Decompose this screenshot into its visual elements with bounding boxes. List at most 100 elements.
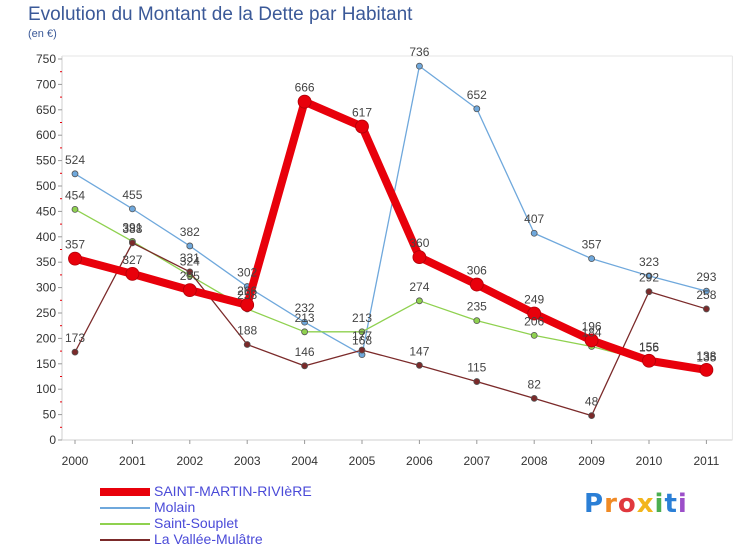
data-label: 146 bbox=[295, 345, 315, 359]
y-tick-label: 350 bbox=[36, 255, 56, 269]
data-point bbox=[642, 353, 656, 368]
data-point bbox=[415, 297, 423, 305]
y-tick-label: 650 bbox=[36, 103, 56, 117]
data-point bbox=[469, 277, 484, 292]
data-label: 48 bbox=[585, 395, 599, 409]
chart-subtitle: (en €) bbox=[28, 28, 57, 40]
x-tick-label: 2010 bbox=[636, 454, 663, 468]
data-point bbox=[301, 328, 309, 336]
data-label: 382 bbox=[180, 225, 200, 239]
data-label: 652 bbox=[467, 88, 487, 102]
data-label: 173 bbox=[65, 331, 85, 345]
data-point bbox=[645, 288, 653, 296]
data-point bbox=[68, 251, 82, 266]
data-label: 454 bbox=[65, 188, 85, 202]
y-tick-label: 200 bbox=[36, 331, 56, 345]
data-label: 292 bbox=[639, 271, 659, 285]
series-line bbox=[74, 208, 708, 373]
y-tick-label: 550 bbox=[36, 154, 56, 168]
data-label: 213 bbox=[352, 311, 372, 325]
data-point bbox=[530, 394, 538, 402]
series-line bbox=[71, 97, 711, 374]
data-label: 524 bbox=[65, 153, 85, 167]
data-label: 155 bbox=[639, 340, 659, 354]
logo-letter: o bbox=[617, 489, 637, 519]
data-label: 407 bbox=[524, 212, 544, 226]
data-point bbox=[527, 306, 542, 321]
chart-title: Evolution du Montant de la Dette par Hab… bbox=[28, 4, 413, 25]
x-tick-label: 2009 bbox=[578, 454, 605, 468]
data-label: 302 bbox=[237, 266, 257, 280]
data-point bbox=[703, 287, 710, 295]
x-tick-label: 2004 bbox=[291, 454, 318, 468]
data-label: 235 bbox=[467, 300, 487, 314]
data-label: 295 bbox=[180, 269, 200, 283]
data-point bbox=[358, 346, 366, 354]
data-point bbox=[415, 62, 423, 70]
data-label: 184 bbox=[582, 326, 602, 340]
data-point bbox=[182, 283, 197, 298]
data-label: 323 bbox=[639, 255, 659, 269]
legend-swatch bbox=[100, 539, 150, 541]
x-tick-label: 2011 bbox=[693, 454, 719, 468]
y-tick-label: 600 bbox=[36, 128, 56, 142]
y-tick-label: 700 bbox=[36, 77, 56, 91]
logo-letter: t bbox=[664, 489, 678, 519]
data-label: 360 bbox=[409, 236, 429, 250]
data-label: 324 bbox=[180, 254, 200, 268]
y-tick-label: 750 bbox=[36, 52, 56, 66]
data-point bbox=[530, 331, 538, 339]
series-line bbox=[74, 242, 708, 417]
data-label: 147 bbox=[409, 344, 429, 358]
data-label: 115 bbox=[467, 361, 486, 375]
data-label: 306 bbox=[467, 264, 487, 278]
data-label: 82 bbox=[528, 377, 542, 391]
data-label: 327 bbox=[122, 253, 142, 267]
y-tick-label: 400 bbox=[36, 230, 56, 244]
data-point bbox=[71, 205, 79, 213]
data-point bbox=[588, 255, 595, 263]
data-point bbox=[473, 105, 481, 113]
data-label: 293 bbox=[696, 270, 716, 284]
y-tick-label: 250 bbox=[36, 306, 56, 320]
data-point bbox=[415, 361, 423, 369]
data-label: 736 bbox=[409, 45, 429, 59]
y-tick-label: 100 bbox=[36, 382, 56, 396]
data-point bbox=[355, 119, 369, 134]
data-label: 213 bbox=[295, 311, 315, 325]
data-point bbox=[645, 272, 653, 280]
x-tick-label: 2003 bbox=[234, 454, 261, 468]
data-point bbox=[699, 362, 714, 377]
data-point bbox=[128, 239, 136, 247]
data-point bbox=[473, 378, 481, 385]
data-label: 249 bbox=[524, 293, 544, 307]
data-point bbox=[71, 348, 79, 356]
legend-swatch bbox=[100, 523, 150, 525]
x-tick-label: 2007 bbox=[463, 454, 490, 468]
data-point bbox=[186, 242, 194, 250]
legend-label: La Vallée-Mulâtre bbox=[154, 531, 263, 547]
data-point bbox=[186, 268, 194, 276]
data-label: 135 bbox=[696, 350, 716, 364]
data-label: 388 bbox=[122, 222, 142, 236]
data-point bbox=[588, 412, 595, 420]
data-point bbox=[243, 341, 251, 348]
y-tick-label: 450 bbox=[36, 204, 56, 218]
data-label: 266 bbox=[237, 284, 257, 298]
data-point bbox=[358, 328, 366, 336]
data-point bbox=[125, 266, 140, 281]
y-tick-label: 500 bbox=[36, 179, 56, 193]
x-tick-label: 2001 bbox=[119, 454, 146, 468]
data-label: 232 bbox=[295, 301, 315, 315]
data-point bbox=[584, 333, 599, 348]
data-label: 357 bbox=[582, 238, 602, 252]
data-label: 156 bbox=[639, 340, 659, 354]
data-label: 138 bbox=[696, 349, 716, 363]
data-label: 196 bbox=[582, 319, 602, 333]
data-label: 177 bbox=[352, 329, 372, 343]
y-tick-label: 300 bbox=[36, 281, 56, 295]
data-label: 258 bbox=[237, 288, 257, 302]
logo-letter: x bbox=[636, 489, 655, 519]
